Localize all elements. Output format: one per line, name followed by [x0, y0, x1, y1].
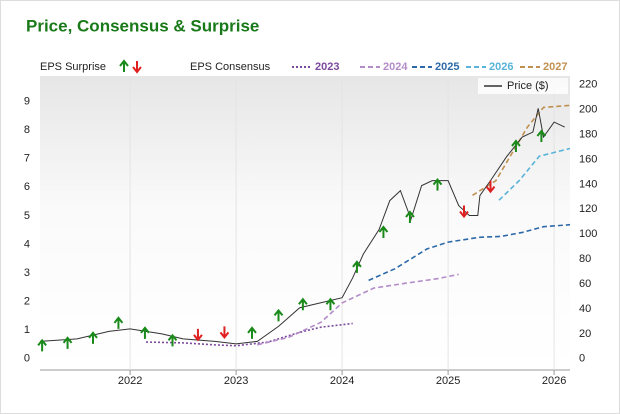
y2-tick-label: 180: [579, 128, 597, 140]
surprise-arrow: [459, 205, 469, 219]
y2-tick-label: 160: [579, 153, 597, 165]
surprise-arrow: [352, 260, 362, 273]
consensus-line: [368, 223, 571, 282]
surprise-arrow: [405, 210, 415, 224]
surprise-arrow: [167, 333, 178, 347]
surprise-arrow: [193, 328, 203, 342]
y-tick-label: 3: [24, 267, 30, 279]
legend-label: 2025: [435, 61, 459, 73]
y-tick-label: 5: [24, 210, 30, 222]
legend-label: 2027: [543, 61, 567, 73]
consensus-line: [257, 273, 459, 346]
y-tick-label: 9: [24, 96, 30, 108]
y2-tick-label: 20: [579, 328, 591, 340]
surprise-arrow: [298, 297, 308, 311]
consensus-line: [498, 147, 571, 201]
legend-label: 2024: [383, 61, 408, 73]
surprise-arrow: [536, 129, 547, 143]
y-tick-label: 4: [24, 238, 30, 250]
surprise-arrow: [511, 139, 521, 153]
consensus-line: [145, 322, 353, 347]
chart-title: Price, Consensus & Surprise: [26, 16, 259, 35]
surprise-arrow: [485, 180, 496, 194]
y2-tick-label: 80: [579, 253, 591, 265]
surprise-legend: EPS Surprise: [40, 61, 106, 73]
y2-tick-label: 0: [579, 353, 585, 365]
y-tick-label: 0: [24, 352, 30, 364]
surprise-arrow: [273, 308, 284, 322]
legend-up-arrow: [119, 59, 129, 72]
y2-tick-label: 200: [579, 104, 597, 116]
surprise-arrow: [219, 326, 230, 339]
surprise-arrow: [378, 225, 389, 238]
x-tick-label: 2024: [330, 375, 354, 387]
consensus-line: [472, 104, 571, 196]
consensus-legend: EPS Consensus: [190, 61, 271, 73]
y2-tick-label: 40: [579, 303, 591, 315]
y-tick-label: 6: [24, 181, 30, 193]
y-tick-label: 7: [24, 153, 30, 165]
surprise-arrow: [113, 316, 124, 329]
x-tick-label: 2022: [118, 375, 142, 387]
legend-box: [478, 78, 568, 94]
y2-tick-label: 60: [579, 278, 591, 290]
surprise-arrow: [37, 338, 47, 352]
surprise-arrow: [62, 336, 73, 349]
x-tick-label: 2023: [224, 375, 248, 387]
surprise-arrow: [140, 326, 150, 339]
y2-tick-label: 220: [579, 79, 597, 91]
legend-label: Price ($): [507, 80, 549, 92]
y2-tick-label: 100: [579, 228, 597, 240]
surprise-arrow: [325, 297, 336, 311]
legend-label: 2023: [315, 61, 339, 73]
x-tick-label: 2026: [542, 375, 566, 387]
legend-down-arrow: [132, 61, 142, 74]
x-tick-label: 2025: [436, 375, 460, 387]
legend-label: 2026: [489, 61, 513, 73]
y-tick-label: 2: [24, 295, 30, 307]
plot-area: [40, 76, 570, 370]
y2-tick-label: 120: [579, 203, 597, 215]
y-tick-label: 1: [24, 324, 30, 336]
y2-tick-label: 140: [579, 178, 597, 190]
surprise-arrow: [247, 326, 257, 339]
surprise-arrow: [432, 178, 443, 191]
surprise-arrow: [88, 331, 98, 344]
y-tick-label: 8: [24, 124, 30, 136]
